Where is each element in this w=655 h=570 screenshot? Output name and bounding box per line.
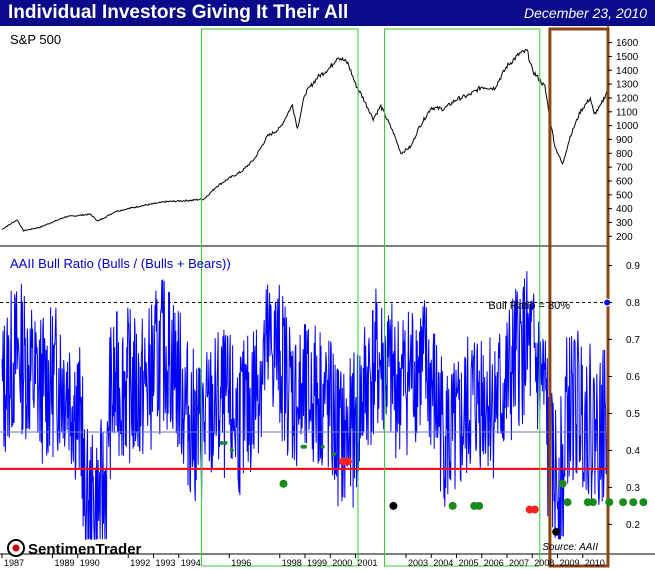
spx-tick-label-9: 1100 xyxy=(616,107,638,118)
ratio-tick-label-1: 0.3 xyxy=(626,483,640,494)
green-signal-dot-14 xyxy=(588,498,597,507)
green-signal-dot-8 xyxy=(448,501,457,510)
x-tick-label-12: 2004 xyxy=(433,558,453,568)
ratio-panel-title: AAII Bull Ratio (Bulls / (Bulls + Bears)… xyxy=(10,256,231,271)
spx-series xyxy=(1,48,608,232)
logo-text: SentimenTrader xyxy=(28,541,142,558)
highlight-box-1 xyxy=(384,28,541,567)
x-tick-label-14: 2006 xyxy=(484,558,504,568)
x-tick-label-16: 2008 xyxy=(534,558,554,568)
x-tick-label-17: 2009 xyxy=(560,558,580,568)
x-tick-label-1: 1989 xyxy=(55,558,75,568)
ratio-tick-label-7: 0.9 xyxy=(626,261,640,272)
x-tick-label-18: 2010 xyxy=(585,558,605,568)
green-signal-dot-7 xyxy=(332,452,336,457)
highlight-boxes xyxy=(201,27,610,568)
red-signal-dot-1 xyxy=(343,457,352,466)
logo-dot-icon xyxy=(12,544,20,552)
ratio-tick-label-4: 0.6 xyxy=(626,372,640,383)
highlight-box-0 xyxy=(201,28,359,567)
x-tick-label-0: 1987 xyxy=(4,558,24,568)
x-tick-label-3: 1992 xyxy=(130,558,150,568)
chart-title: Individual Investors Giving It Their All xyxy=(8,2,349,23)
ratio-tick-label-5: 0.7 xyxy=(626,335,640,346)
red-signal-dot-3 xyxy=(530,505,539,514)
x-tick-label-15: 2007 xyxy=(509,558,529,568)
green-signal-dot-2 xyxy=(229,448,234,453)
chart-canvas: 200 300 400 500 600 700 800 900 1000 1100 1200 1300… xyxy=(0,26,655,570)
ratio-y-axis: 0.2 0.3 0.4 0.5 0.6 0.7 0.8 0.9 xyxy=(608,261,640,531)
spx-tick-label-0: 200 xyxy=(616,232,633,243)
green-signal-dot-6 xyxy=(320,444,325,449)
ratio-tick-label-3: 0.5 xyxy=(626,409,640,420)
spx-tick-label-7: 900 xyxy=(616,135,633,146)
x-tick-label-11: 2003 xyxy=(408,558,428,568)
x-tick-label-5: 1994 xyxy=(181,558,201,568)
x-tick-label-10: 2001 xyxy=(358,558,378,568)
green-signal-dot-10 xyxy=(475,501,484,510)
spx-tick-label-2: 400 xyxy=(616,204,633,215)
chart-date: December 23, 2010 xyxy=(524,5,647,21)
spx-tick-label-10: 1200 xyxy=(616,93,639,104)
green-signal-dot-12 xyxy=(563,498,572,507)
x-tick-label-8: 1999 xyxy=(307,558,327,568)
source-label: Source: AAII xyxy=(542,542,598,553)
signal-dots xyxy=(219,298,648,536)
green-signal-dot-16 xyxy=(619,498,628,507)
spx-line-path xyxy=(1,48,608,232)
green-signal-dot-0 xyxy=(219,441,224,445)
ratio-tick-label-6: 0.8 xyxy=(626,298,640,309)
spx-tick-label-8: 1000 xyxy=(616,121,639,132)
green-signal-dot-18 xyxy=(639,498,648,507)
x-tick-label-9: 2000 xyxy=(332,558,352,568)
sentimentrader-logo: SentimenTrader xyxy=(7,539,142,558)
spx-tick-label-11: 1300 xyxy=(616,80,639,91)
x-tick-label-13: 2005 xyxy=(459,558,479,568)
title-banner: Individual Investors Giving It Their All… xyxy=(0,0,655,26)
spx-tick-label-12: 1400 xyxy=(616,66,639,77)
black-signal-dot-1 xyxy=(552,527,561,536)
green-signal-dot-15 xyxy=(605,498,614,507)
green-signal-dot-5 xyxy=(303,444,307,449)
green-signal-dot-11 xyxy=(558,479,567,488)
ratio-tick-label-0: 0.2 xyxy=(626,520,640,531)
spx-tick-label-14: 1600 xyxy=(616,38,639,49)
spx-y-axis: 200 300 400 500 600 700 800 900 1000 1100 1200 1300… xyxy=(608,38,639,243)
reference-lines xyxy=(0,301,608,470)
spx-tick-label-1: 300 xyxy=(616,218,633,229)
black-signal-dot-0 xyxy=(389,501,398,510)
spx-tick-label-4: 600 xyxy=(616,176,633,187)
chart-background xyxy=(0,26,655,570)
highlight-box-2 xyxy=(548,27,610,568)
x-tick-label-2: 1990 xyxy=(80,558,100,568)
green-signal-dot-17 xyxy=(629,498,638,507)
spx-tick-label-13: 1500 xyxy=(616,52,639,63)
x-tick-label-4: 1993 xyxy=(156,558,176,568)
spx-tick-label-5: 700 xyxy=(616,163,633,174)
x-axis: 1987 1989 1990 1992 1993 1994 1996 1998 1999 2000… xyxy=(1,554,605,568)
green-signal-dot-3 xyxy=(279,479,288,488)
ratio-tick-label-2: 0.4 xyxy=(626,446,640,457)
spx-tick-label-6: 800 xyxy=(616,149,633,160)
spx-tick-label-3: 500 xyxy=(616,190,633,201)
x-tick-label-6: 1996 xyxy=(231,558,251,568)
bull-ratio-80-label: Bull Ratio = 80% xyxy=(488,300,570,312)
x-tick-label-7: 1998 xyxy=(282,558,302,568)
green-signal-dot-1 xyxy=(223,441,228,445)
spx-panel-title: S&P 500 xyxy=(10,32,61,47)
